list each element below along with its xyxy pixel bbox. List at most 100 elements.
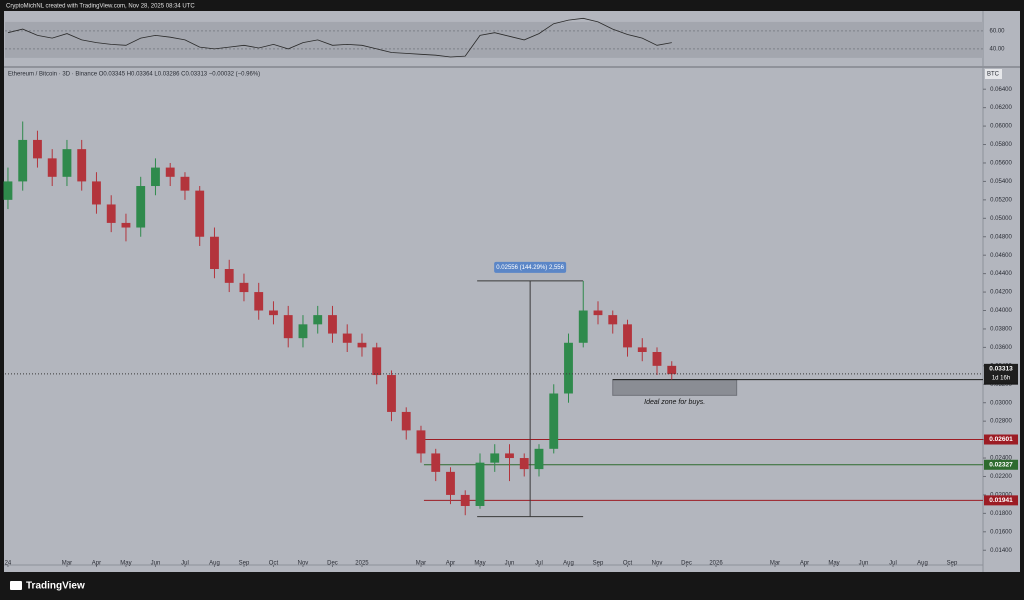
x-tick-label: Apr <box>446 561 455 567</box>
candle-body <box>269 310 278 316</box>
candle-body <box>505 453 514 459</box>
y-tick-label: 0.05400 <box>990 179 1012 185</box>
x-tick-label: 2026 <box>709 561 723 567</box>
y-tick-label: 0.04600 <box>990 253 1012 259</box>
candle-body <box>121 222 131 228</box>
candle-body <box>387 375 396 412</box>
candle-body <box>564 342 573 394</box>
candle-body <box>239 282 249 293</box>
y-tick-label: 0.03800 <box>990 327 1012 333</box>
credit: CryptoMichNL created with TradingView.co… <box>6 4 195 10</box>
candle-body <box>431 453 441 472</box>
x-tick-label: Mar <box>770 561 780 567</box>
candle-body <box>549 393 559 449</box>
candle-body <box>637 347 647 352</box>
candle-body <box>593 310 603 316</box>
candle-body <box>18 139 28 182</box>
chart-header: Ethereum / Bitcoin · 3D · Binance O0.033… <box>8 72 260 78</box>
candle-body <box>77 149 87 182</box>
y-tick-label: 0.04800 <box>990 234 1012 240</box>
candle-body <box>667 365 677 375</box>
x-tick-label: May <box>474 561 485 567</box>
candle-body <box>372 347 382 376</box>
x-tick-label: 24 <box>5 561 12 567</box>
level-tag <box>984 434 1018 445</box>
candle-body <box>165 167 175 177</box>
candle-body <box>475 462 485 506</box>
level-label: 0.02327 <box>989 461 1013 468</box>
x-tick-label: Aug <box>563 561 574 567</box>
y-tick-label: 0.06000 <box>990 124 1012 130</box>
candle-body <box>416 430 426 454</box>
candle-body <box>106 204 116 223</box>
x-tick-label: Sep <box>947 561 958 567</box>
candle-body <box>254 292 264 311</box>
countdown: 1d 16h <box>992 375 1010 381</box>
candle-body <box>283 315 293 339</box>
buy-zone-label: Ideal zone for buys. <box>644 399 705 406</box>
x-tick-label: Apr <box>92 561 101 567</box>
chart-background <box>4 11 1020 572</box>
x-tick-label: Jun <box>505 561 515 567</box>
rsi-tick-label: 40.00 <box>989 46 1005 52</box>
candle-body <box>313 315 323 325</box>
candle-body <box>47 158 57 177</box>
y-tick-label: 0.03600 <box>990 345 1012 351</box>
y-tick-label: 0.04000 <box>990 308 1012 314</box>
candle-body <box>623 324 632 348</box>
candle-body <box>210 236 219 270</box>
buy-zone <box>612 379 738 396</box>
candle-body <box>92 181 101 205</box>
x-tick-label: Sep <box>593 561 604 567</box>
y-tick-label: 0.06400 <box>990 87 1012 93</box>
x-tick-label: May <box>120 561 131 567</box>
candle-body <box>136 186 146 228</box>
x-tick-label: Aug <box>209 561 220 567</box>
measure-label: 0.02556 (144.29%) 2,556 <box>496 265 564 271</box>
x-tick-label: Mar <box>416 561 426 567</box>
x-tick-label: May <box>828 561 839 567</box>
candle-body <box>608 315 618 325</box>
x-tick-label: Dec <box>681 561 692 567</box>
y-tick-label: 0.05600 <box>990 161 1012 167</box>
candle-body <box>328 315 337 334</box>
candle-body <box>224 269 234 283</box>
level-tag <box>984 459 1018 470</box>
level-label: 0.02601 <box>989 436 1013 443</box>
y-tick-label: 0.05000 <box>990 216 1012 222</box>
x-tick-label: Jun <box>859 561 869 567</box>
x-tick-label: Oct <box>623 561 633 567</box>
x-tick-label: Aug <box>917 561 928 567</box>
y-tick-label: 0.03200 <box>990 382 1012 388</box>
y-tick-label: 0.02200 <box>990 474 1012 480</box>
x-tick-label: Dec <box>327 561 338 567</box>
y-tick-label: 0.01600 <box>990 529 1012 535</box>
candle-body <box>460 494 470 506</box>
candle-body <box>401 411 411 431</box>
candle-body <box>180 176 190 191</box>
level-tag <box>984 495 1018 506</box>
candle-body <box>578 310 588 343</box>
currency: BTC <box>987 72 1000 78</box>
candle-body <box>151 167 160 187</box>
rsi-band <box>5 21 983 58</box>
y-tick-label: 0.06200 <box>990 105 1012 111</box>
measure-box <box>494 261 567 273</box>
x-tick-label: Jul <box>889 561 897 567</box>
x-tick-label: Sep <box>239 561 250 567</box>
brand: TradingView <box>10 581 85 592</box>
candle-body <box>652 352 662 366</box>
x-tick-label: Nov <box>298 561 309 567</box>
candle-body <box>490 453 500 463</box>
brand-logo <box>10 581 22 590</box>
x-tick-label: Oct <box>269 561 279 567</box>
candle-body <box>195 190 205 237</box>
candle-body <box>446 471 455 495</box>
rsi-tick-label: 60.00 <box>989 28 1005 34</box>
currency-box <box>985 69 1002 79</box>
last-price-label: 0.03313 <box>989 366 1013 373</box>
candle-body <box>33 139 42 159</box>
candle-body <box>357 342 367 348</box>
candle-body <box>342 333 352 343</box>
